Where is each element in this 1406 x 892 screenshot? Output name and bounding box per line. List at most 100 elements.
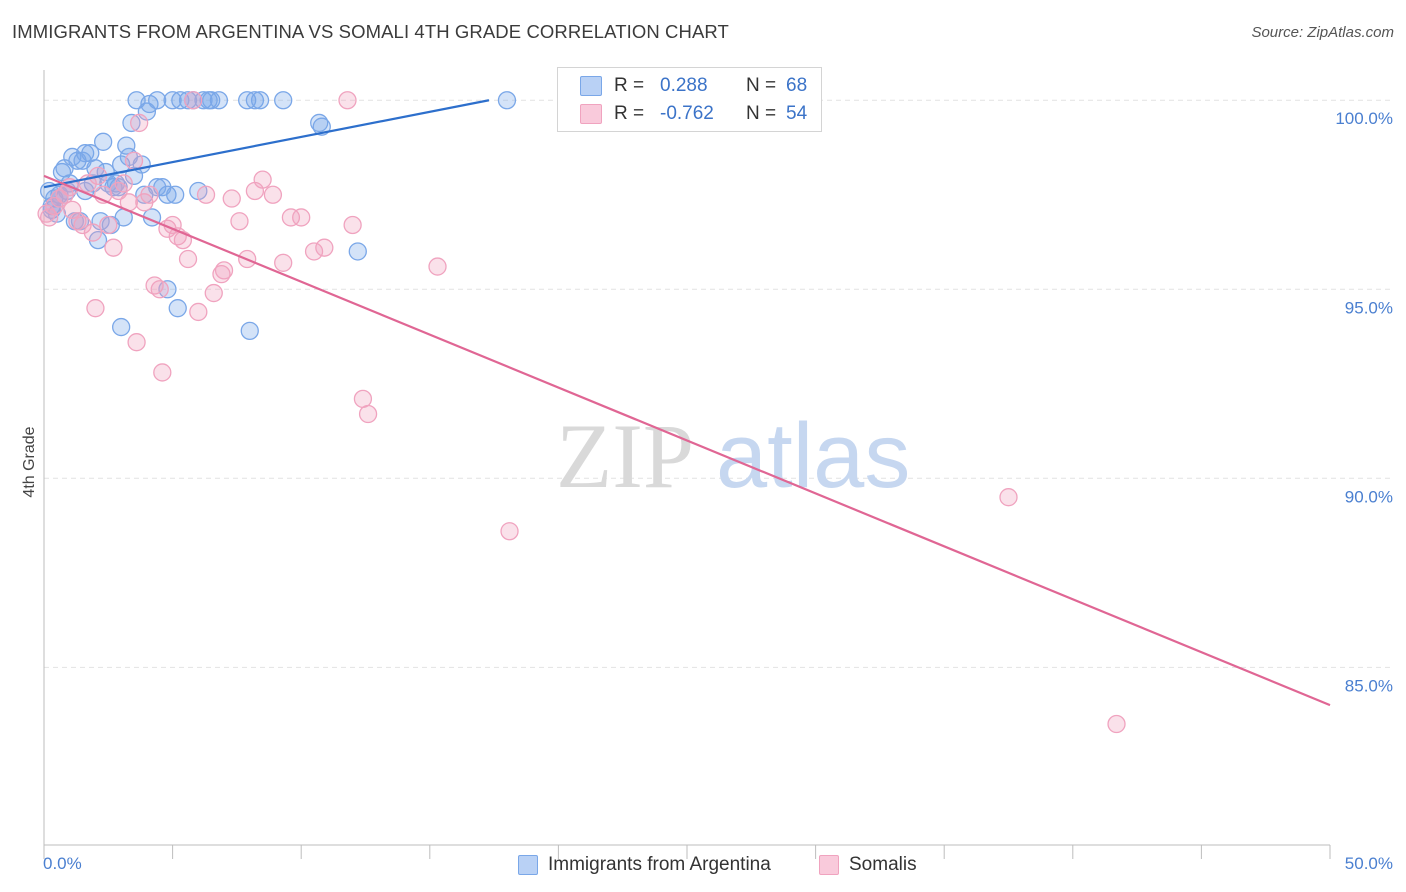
argentina-legend-swatch <box>518 855 538 875</box>
argentina-point <box>94 132 113 151</box>
somalis-point <box>178 249 198 269</box>
somalis-point <box>184 91 203 110</box>
somalis-point <box>315 238 334 257</box>
trend-lines <box>43 99 1331 707</box>
watermark: ZIP atlas <box>556 405 910 507</box>
somalis-point <box>292 208 311 227</box>
somalis-point <box>304 242 324 261</box>
argentina-point <box>178 91 198 110</box>
argentina-point <box>122 113 141 133</box>
somalis-point <box>189 302 208 322</box>
somalis-point <box>358 404 378 424</box>
somalis-legend-swatch <box>819 855 839 875</box>
watermark-zip: ZIP <box>556 405 694 507</box>
r-value: 0.288 <box>660 75 708 96</box>
somalis-point <box>999 488 1018 507</box>
watermark-atlas: atlas <box>716 405 910 507</box>
somalis-point <box>281 208 301 227</box>
stats-legend-row-argentina: R = 0.288 N = 68 <box>580 72 807 100</box>
somalis-point <box>263 185 283 204</box>
somalis-point <box>39 208 59 227</box>
argentina-point <box>209 91 229 110</box>
r-value: -0.762 <box>660 103 714 124</box>
somalis-point <box>274 253 293 272</box>
argentina-point <box>312 117 331 136</box>
somalis-point <box>99 215 118 235</box>
argentina-point <box>148 178 167 197</box>
somalis-point <box>73 215 92 235</box>
argentina-point <box>112 317 131 337</box>
chart-title: IMMIGRANTS FROM ARGENTINA VS SOMALI 4TH … <box>12 21 729 42</box>
y-tick-label: 90.0% <box>1345 487 1393 506</box>
x-tick-label-max: 50.0% <box>1345 854 1393 873</box>
y-axis-label: 4th Grade <box>21 426 38 497</box>
somalis-swatch <box>580 104 602 124</box>
stats-legend: R = 0.288 N = 68 R = -0.762 N = 54 <box>557 67 822 132</box>
somalis-point <box>130 113 149 133</box>
somalis-point <box>153 363 172 382</box>
somalis-point <box>338 91 357 110</box>
y-tick-label: 100.0% <box>1335 109 1393 128</box>
r-label: R = <box>614 75 645 96</box>
somalis-point <box>140 185 159 204</box>
somalis-point <box>196 185 216 204</box>
legend-item-somalis: Somalis <box>819 852 917 878</box>
somalis-point <box>500 522 519 541</box>
argentina-point <box>238 91 257 110</box>
somalis-point <box>428 257 447 276</box>
somalis-point <box>214 261 234 280</box>
legend-item-argentina: Immigrants from Argentina <box>518 852 771 878</box>
somalis-point <box>127 333 146 352</box>
argentina-point <box>245 91 265 110</box>
argentina-swatch <box>580 76 602 96</box>
y-tick-label: 95.0% <box>1345 298 1393 317</box>
r-label: R = <box>614 103 645 124</box>
somalis-point <box>83 223 103 242</box>
n-value: 54 <box>786 103 808 124</box>
argentina-point <box>194 91 213 110</box>
n-label: N = <box>746 103 777 124</box>
source-credit: Source: ZipAtlas.com <box>1251 24 1394 41</box>
somalis-point <box>104 238 123 257</box>
argentina-point <box>202 91 221 110</box>
stats-legend-row-somalis: R = -0.762 N = 54 <box>580 100 807 128</box>
argentina-point <box>171 91 190 110</box>
argentina-point <box>168 299 187 318</box>
legend-label-somalis: Somalis <box>849 854 917 875</box>
argentina-point <box>76 144 95 163</box>
somalis-point <box>343 215 362 235</box>
y-tick-labels: 100.0% 95.0% 90.0% 85.0% <box>1335 109 1393 695</box>
argentina-point <box>148 91 167 110</box>
x-tick-label-min: 0.0% <box>43 854 82 873</box>
somalis-point <box>230 212 249 231</box>
somalis-point <box>222 189 241 208</box>
somalis-point <box>124 151 144 170</box>
argentina-point <box>348 242 367 261</box>
somalis-point <box>150 280 169 299</box>
gridlines <box>44 99 1392 668</box>
argentina-point <box>274 91 293 110</box>
somalis-point <box>204 283 223 303</box>
y-tick-label: 85.0% <box>1345 676 1393 695</box>
series-somalis-points <box>37 91 1126 734</box>
somalis-point <box>353 389 373 409</box>
n-label: N = <box>746 75 777 96</box>
somalis-point <box>86 299 105 318</box>
argentina-trend-line <box>43 99 490 189</box>
axes <box>43 70 1331 859</box>
argentina-point <box>163 91 182 110</box>
argentina-point <box>240 321 259 341</box>
somalis-point <box>114 174 133 193</box>
series-argentina-points <box>39 91 517 341</box>
somalis-trend-line <box>43 174 1331 707</box>
legend-label-argentina: Immigrants from Argentina <box>548 854 771 875</box>
somalis-point <box>63 200 82 220</box>
argentina-point <box>497 91 517 110</box>
argentina-point <box>117 136 136 155</box>
argentina-point <box>158 185 177 204</box>
n-value: 68 <box>786 75 808 96</box>
argentina-point <box>250 91 270 110</box>
argentina-point <box>166 185 185 204</box>
somalis-point <box>1107 714 1126 734</box>
